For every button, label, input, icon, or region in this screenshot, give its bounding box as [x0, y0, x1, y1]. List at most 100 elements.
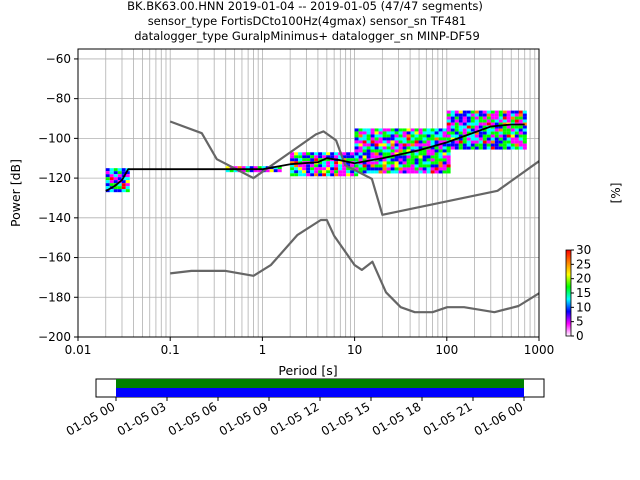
psd-probability-cell [342, 152, 347, 156]
psd-probability-cell [378, 131, 383, 135]
psd-probability-cell [402, 167, 407, 171]
psd-probability-cell [518, 140, 523, 144]
psd-probability-cell [442, 146, 447, 150]
psd-probability-cell [454, 110, 459, 114]
psd-probability-cell [378, 161, 383, 165]
psd-probability-cell [430, 131, 435, 135]
psd-probability-cell [374, 170, 379, 174]
psd-probability-cell [478, 143, 483, 147]
psd-probability-cell [318, 173, 323, 177]
psd-probability-cell [290, 173, 295, 177]
psd-probability-cell [462, 140, 467, 144]
psd-probability-cell [342, 173, 347, 177]
psd-probability-cell [470, 128, 475, 132]
psd-probability-cell [418, 170, 423, 174]
psd-probability-cell [113, 171, 118, 175]
psd-probability-cell [466, 125, 471, 129]
psd-probability-cell [374, 140, 379, 144]
psd-probability-cell [454, 125, 459, 129]
psd-probability-cell [374, 155, 379, 159]
psd-probability-cell [318, 152, 323, 156]
psd-probability-cell [306, 158, 311, 162]
psd-probability-cell [438, 149, 443, 153]
psd-probability-cell [486, 113, 491, 117]
psd-probability-cell [446, 125, 451, 129]
psd-probability-cell [386, 167, 391, 171]
psd-probability-cell [306, 155, 311, 159]
psd-probability-cell [346, 152, 351, 156]
psd-probability-cell [398, 140, 403, 144]
psd-probability-cell [430, 158, 435, 162]
psd-probability-cell [418, 164, 423, 168]
psd-probability-cell [446, 170, 451, 174]
psd-probability-cell [406, 131, 411, 135]
psd-probability-cell [474, 146, 479, 150]
psd-probability-cell [482, 125, 487, 129]
psd-probability-cell [522, 131, 527, 135]
psd-probability-cell [506, 137, 511, 141]
psd-probability-cell [394, 137, 399, 141]
psd-probability-cell [506, 146, 511, 150]
psd-probability-cell [298, 158, 303, 162]
psd-probability-cell [378, 128, 383, 132]
psd-probability-cell [410, 143, 415, 147]
psd-probability-cell [478, 146, 483, 150]
psd-probability-cell [494, 137, 499, 141]
psd-probability-cell [294, 161, 299, 165]
psd-probability-cell [113, 180, 118, 184]
psd-probability-cell [366, 143, 371, 147]
psd-probability-cell [125, 171, 130, 175]
psd-probability-cell [374, 149, 379, 153]
psd-probability-cell [498, 110, 503, 114]
psd-probability-cell [490, 143, 495, 147]
psd-probability-cell [117, 168, 122, 172]
psd-probability-cell [458, 128, 463, 132]
psd-probability-cell [518, 131, 523, 135]
psd-probability-cell [474, 143, 479, 147]
psd-probability-cell [322, 170, 327, 174]
psd-probability-cell [354, 149, 359, 153]
psd-probability-cell [306, 164, 311, 168]
psd-probability-cell [358, 146, 363, 150]
psd-probability-cell [518, 134, 523, 138]
psd-probability-cell [326, 170, 331, 174]
psd-probability-cell [406, 158, 411, 162]
psd-probability-cell [414, 128, 419, 132]
psd-probability-cell [125, 183, 130, 187]
psd-probability-cell [314, 170, 319, 174]
psd-probability-cell [506, 128, 511, 132]
psd-probability-cell [326, 161, 331, 165]
psd-probability-cell [125, 189, 130, 193]
psd-probability-cell [442, 134, 447, 138]
psd-probability-cell [482, 146, 487, 150]
psd-probability-cell [426, 149, 431, 153]
psd-probability-cell [522, 125, 527, 129]
psd-probability-cell [298, 170, 303, 174]
psd-probability-cell [406, 128, 411, 132]
x-axis-label: Period [s] [278, 363, 337, 378]
psd-probability-cell [378, 137, 383, 141]
psd-probability-cell [394, 167, 399, 171]
psd-probability-cell [514, 113, 519, 117]
psd-probability-cell [378, 158, 383, 162]
psd-probability-cell [434, 137, 439, 141]
psd-probability-cell [410, 152, 415, 156]
psd-probability-cell [225, 166, 230, 170]
psd-probability-cell [502, 128, 507, 132]
psd-probability-cell [506, 116, 511, 120]
psd-probability-cell [354, 137, 359, 141]
timeline-tick-label: 01-05 15 [319, 399, 373, 438]
timeline-tick-label: 01-05 00 [64, 399, 118, 438]
psd-probability-cell [450, 131, 455, 135]
psd-probability-cell [350, 170, 355, 174]
psd-probability-cell [434, 131, 439, 135]
psd-probability-cell [466, 146, 471, 150]
psd-probability-cell [310, 152, 315, 156]
psd-probability-cell [514, 116, 519, 120]
psd-probability-cell [426, 170, 431, 174]
psd-probability-cell [438, 134, 443, 138]
psd-probability-cell [310, 164, 315, 168]
psd-probability-cell [386, 146, 391, 150]
psd-probability-cell [290, 161, 295, 165]
psd-probability-cell [314, 173, 319, 177]
